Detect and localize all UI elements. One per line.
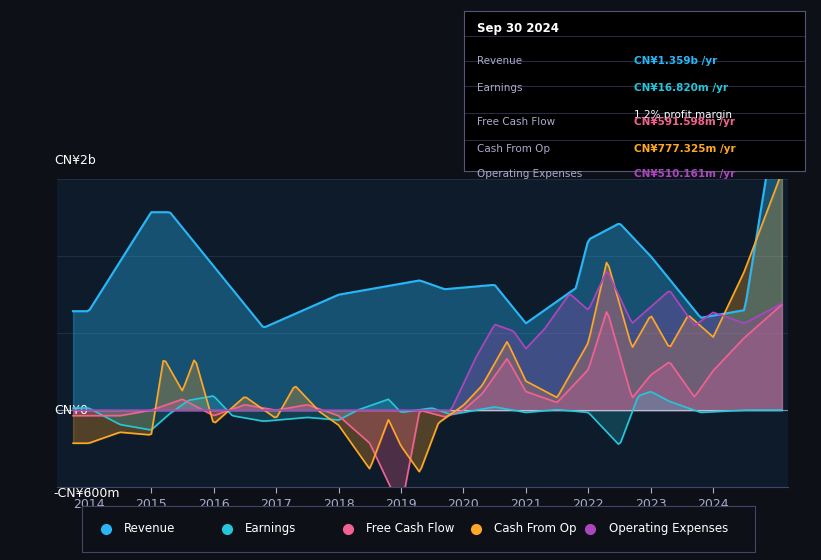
Text: -CN¥600m: -CN¥600m <box>54 487 121 500</box>
Text: CN¥591.598m /yr: CN¥591.598m /yr <box>635 116 736 127</box>
Text: CN¥2b: CN¥2b <box>54 154 95 167</box>
Text: 1.2% profit margin: 1.2% profit margin <box>635 110 732 120</box>
Text: CN¥0: CN¥0 <box>54 404 88 417</box>
Text: Revenue: Revenue <box>124 522 175 535</box>
Text: Cash From Op: Cash From Op <box>478 144 551 153</box>
Text: Cash From Op: Cash From Op <box>494 522 576 535</box>
Text: Free Cash Flow: Free Cash Flow <box>478 116 556 127</box>
Text: Sep 30 2024: Sep 30 2024 <box>478 22 559 35</box>
Text: CN¥777.325m /yr: CN¥777.325m /yr <box>635 144 736 153</box>
Text: Operating Expenses: Operating Expenses <box>608 522 727 535</box>
Text: Operating Expenses: Operating Expenses <box>478 169 583 179</box>
Text: CN¥510.161m /yr: CN¥510.161m /yr <box>635 169 736 179</box>
Text: Revenue: Revenue <box>478 56 523 66</box>
Text: CN¥1.359b /yr: CN¥1.359b /yr <box>635 56 718 66</box>
Text: CN¥16.820m /yr: CN¥16.820m /yr <box>635 83 728 93</box>
Text: Free Cash Flow: Free Cash Flow <box>366 522 455 535</box>
Text: Earnings: Earnings <box>245 522 296 535</box>
Text: Earnings: Earnings <box>478 83 523 93</box>
